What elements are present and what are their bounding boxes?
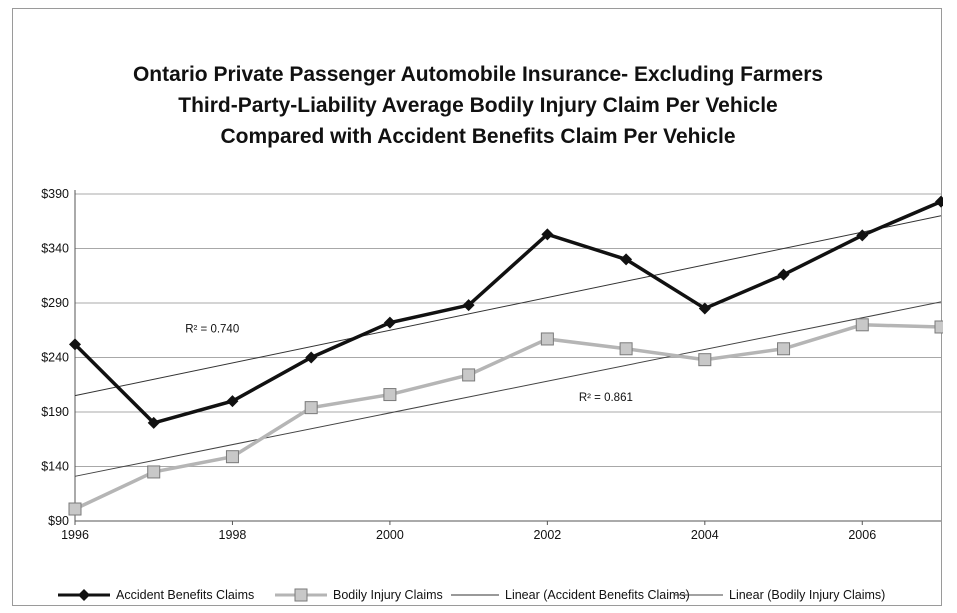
- point-0-2004: [698, 302, 711, 315]
- legend-label-3: Linear (Bodily Injury Claims): [729, 588, 885, 602]
- point-0-1996: [69, 338, 81, 351]
- point-0-2006: [856, 229, 869, 242]
- point-0-1998: [226, 395, 239, 408]
- x-tick-label-1998: 1998: [219, 528, 247, 542]
- point-0-2007: [935, 195, 943, 208]
- y-tick-label-290: $290: [41, 296, 69, 310]
- point-1-2007: [934, 320, 943, 334]
- y-tick-label-390: $390: [41, 187, 69, 201]
- point-0-2003: [620, 253, 633, 266]
- chart-svg: Ontario Private Passenger Automobile Ins…: [41, 63, 943, 602]
- axes: $90 $140 $190 $240 $290 $340 $390 1996 1998 2000 2…: [41, 187, 941, 542]
- x-tick-label-2004: 2004: [691, 528, 719, 542]
- title-line-3: Compared with Accident Benefits Claim Pe…: [220, 125, 735, 148]
- x-tick-label-2002: 2002: [533, 528, 561, 542]
- point-1-2004: [698, 353, 712, 367]
- chart-title: Ontario Private Passenger Automobile Ins…: [133, 63, 823, 148]
- point-1-1997: [147, 465, 161, 479]
- point-1-1996: [68, 502, 82, 516]
- y-tick-label-240: $240: [41, 351, 69, 365]
- r2-label-1: R² = 0.861: [579, 392, 633, 404]
- legend-swatch-marker-1: [294, 588, 308, 602]
- series-group: [68, 195, 943, 516]
- point-1-2006: [855, 318, 869, 332]
- y-tick-label-340: $340: [41, 242, 69, 256]
- trendlines: [74, 215, 942, 477]
- legend: Accident Benefits Claims Bodily Injury Cl…: [58, 588, 885, 602]
- chart-frame: Ontario Private Passenger Automobile Ins…: [12, 8, 943, 606]
- series-line-1: [74, 323, 942, 511]
- point-1-2002: [540, 332, 554, 346]
- point-0-2000: [383, 316, 396, 329]
- x-tick-label-2000: 2000: [376, 528, 404, 542]
- annotations: R² = 0.740 R² = 0.861: [185, 323, 633, 404]
- point-1-2001: [462, 368, 476, 382]
- point-1-2005: [777, 342, 791, 356]
- point-0-2002: [541, 228, 554, 241]
- trendline-1: [74, 301, 942, 477]
- point-0-1999: [305, 351, 318, 364]
- series-line-0: [73, 200, 942, 425]
- x-tick-label-2006: 2006: [848, 528, 876, 542]
- title-line-2: Third-Party-Liability Average Bodily Inj…: [178, 94, 777, 117]
- point-0-2001: [462, 299, 475, 312]
- point-1-1999: [304, 401, 318, 415]
- title-line-1: Ontario Private Passenger Automobile Ins…: [133, 63, 823, 86]
- point-1-2000: [383, 388, 397, 402]
- point-1-2003: [619, 342, 633, 356]
- r2-label-0: R² = 0.740: [185, 323, 239, 335]
- point-1-1998: [225, 450, 239, 464]
- legend-label-0: Accident Benefits Claims: [116, 588, 254, 602]
- legend-label-1: Bodily Injury Claims: [333, 588, 443, 602]
- y-tick-label-90: $90: [48, 514, 69, 528]
- trendline-0: [74, 215, 942, 397]
- legend-label-2: Linear (Accident Benefits Claims): [505, 588, 690, 602]
- legend-swatch-marker-0: [78, 589, 90, 601]
- y-tick-label-140: $140: [41, 460, 69, 474]
- point-0-2005: [777, 268, 790, 281]
- point-0-1997: [147, 416, 160, 429]
- x-tick-label-1996: 1996: [61, 528, 89, 542]
- y-tick-label-190: $190: [41, 405, 69, 419]
